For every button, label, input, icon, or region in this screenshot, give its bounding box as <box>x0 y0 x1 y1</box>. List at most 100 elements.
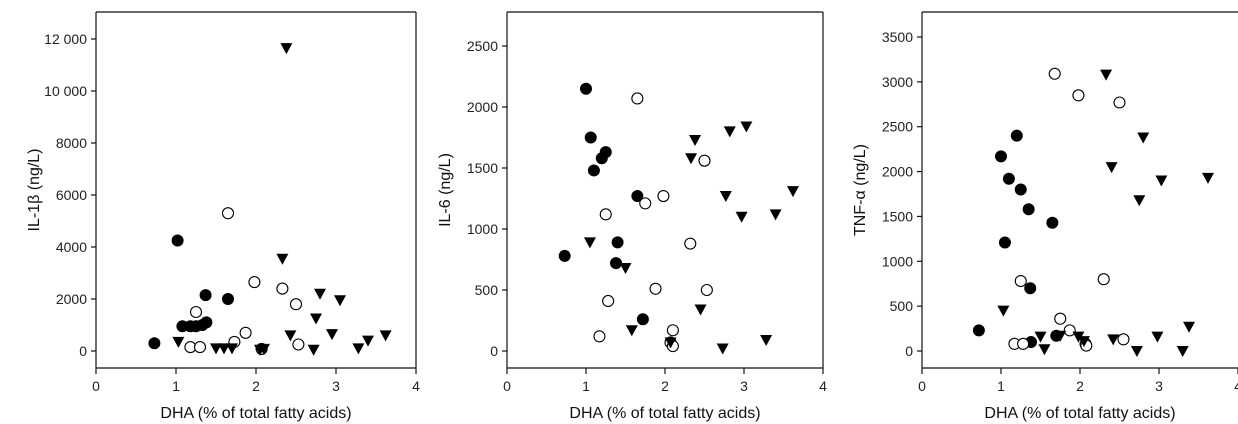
data-point-filled-triangle <box>1077 336 1090 348</box>
data-point-open-circle <box>631 92 644 105</box>
data-point-open-circle <box>599 208 612 221</box>
data-point-filled-circle <box>611 236 624 249</box>
data-point-filled-triangle <box>1034 331 1047 343</box>
data-point-filled-triangle <box>735 211 748 223</box>
data-point-filled-triangle <box>716 343 729 355</box>
data-point-open-circle <box>657 190 670 203</box>
y-tick-label: 500 <box>475 282 499 298</box>
x-tick-label: 3 <box>332 378 340 394</box>
data-point-filled-triangle <box>326 329 338 341</box>
data-point-filled-circle <box>171 234 184 247</box>
data-point-filled-triangle <box>1183 321 1196 333</box>
y-tick-label: 2500 <box>882 119 913 135</box>
y-tick-label: 1500 <box>467 160 498 176</box>
data-point-open-circle <box>276 282 289 295</box>
data-point-filled-triangle <box>1133 195 1146 207</box>
data-point-open-circle <box>593 330 606 343</box>
data-point-filled-triangle <box>740 121 753 133</box>
data-point-filled-triangle <box>723 126 736 138</box>
x-tick-label: 4 <box>819 378 827 394</box>
x-tick-label: 2 <box>1076 378 1084 394</box>
x-tick-label: 4 <box>412 378 420 394</box>
data-point-open-circle <box>649 282 662 295</box>
data-point-open-circle <box>666 324 679 337</box>
data-point-filled-circle <box>998 236 1011 249</box>
y-axis-title: IL-6 (ng/L) <box>437 153 454 227</box>
data-point-filled-triangle <box>1176 346 1189 357</box>
data-point-filled-triangle <box>1130 346 1143 357</box>
y-tick-label: 1000 <box>467 221 498 237</box>
data-point-filled-circle <box>558 249 571 262</box>
x-tick-label: 0 <box>92 378 100 394</box>
data-point-filled-circle <box>972 324 985 337</box>
y-tick-label: 3000 <box>882 74 913 90</box>
x-tick-label: 3 <box>1155 378 1163 394</box>
data-point-filled-triangle <box>1072 331 1085 343</box>
x-tick-label: 1 <box>172 378 180 394</box>
data-point-filled-circle <box>1022 203 1035 216</box>
data-point-open-circle <box>289 298 303 311</box>
chart-panel-3: 0 500 1000 1500 2000 2500 3000 3500 0 1 2 3 4 DHA (% … <box>852 11 1238 422</box>
y-tick-label: 4000 <box>56 239 87 255</box>
data-point-filled-triangle <box>352 343 365 355</box>
data-point-filled-triangle <box>1038 344 1051 356</box>
data-point-open-circle <box>193 341 207 354</box>
data-point-filled-circle <box>1014 183 1027 196</box>
data-point-filled-triangle <box>685 153 698 165</box>
data-point-open-circle <box>292 338 305 351</box>
data-point-filled-triangle <box>172 336 185 348</box>
x-tick-label: 0 <box>503 378 511 394</box>
y-tick-label: 8000 <box>56 135 87 151</box>
x-tick-label: 2 <box>252 378 260 394</box>
data-point-filled-circle <box>584 131 597 144</box>
data-point-filled-triangle <box>997 305 1010 317</box>
x-axis-title: DHA (% of total fatty acids) <box>160 405 351 422</box>
y-tick-label: 2500 <box>467 38 498 54</box>
y-tick-label: 2000 <box>56 291 87 307</box>
data-point-filled-triangle <box>760 335 773 347</box>
x-tick-label: 4 <box>1234 378 1238 394</box>
data-point-filled-triangle <box>307 344 320 356</box>
data-point-filled-triangle <box>719 191 732 203</box>
data-point-filled-circle <box>1024 282 1037 295</box>
data-point-filled-triangle <box>1105 162 1118 174</box>
data-point-filled-circle <box>222 293 234 305</box>
y-tick-label: 2000 <box>882 164 913 180</box>
x-tick-label: 0 <box>918 378 926 394</box>
y-tick-label: 3500 <box>882 29 913 45</box>
data-point-open-circle <box>698 154 711 167</box>
data-point-open-circle <box>239 326 252 339</box>
data-point-filled-triangle <box>1054 330 1067 342</box>
y-tick-label: 0 <box>79 343 87 359</box>
y-tick-label: 1000 <box>882 253 913 269</box>
data-point-open-circle <box>1113 96 1126 109</box>
data-point-open-circle <box>221 207 235 220</box>
data-point-open-circle <box>700 283 713 297</box>
data-point-filled-triangle <box>334 295 346 307</box>
data-point-filled-triangle <box>1137 132 1150 144</box>
data-point-open-circle <box>1097 273 1110 286</box>
y-tick-label: 0 <box>905 343 913 359</box>
data-point-filled-circle <box>200 316 213 329</box>
chart-panel-1: 0 2000 4000 6000 8000 10 000 12 000 0 1 2 3 4 DHA (%… <box>26 11 420 422</box>
data-point-open-circle <box>684 237 697 250</box>
data-point-filled-triangle <box>226 343 238 355</box>
data-point-filled-circle <box>599 146 612 159</box>
x-axis-title: DHA (% of total fatty acids) <box>569 405 760 422</box>
data-point-open-circle <box>1048 67 1061 80</box>
y-tick-label: 0 <box>490 343 498 359</box>
data-point-filled-triangle <box>625 325 638 337</box>
data-point-filled-triangle <box>786 186 799 198</box>
data-point-open-circle <box>1117 333 1130 346</box>
data-point-filled-circle <box>1002 172 1015 185</box>
x-tick-label: 2 <box>661 378 669 394</box>
x-tick-label: 3 <box>740 378 748 394</box>
data-point-open-circle <box>639 197 652 210</box>
data-point-filled-triangle <box>583 237 596 249</box>
data-point-filled-triangle <box>280 43 293 55</box>
y-axis-title: IL-1β (ng/L) <box>26 148 43 231</box>
data-point-filled-circle <box>1010 129 1023 142</box>
data-point-filled-triangle <box>258 343 270 355</box>
data-point-filled-triangle <box>689 134 702 146</box>
